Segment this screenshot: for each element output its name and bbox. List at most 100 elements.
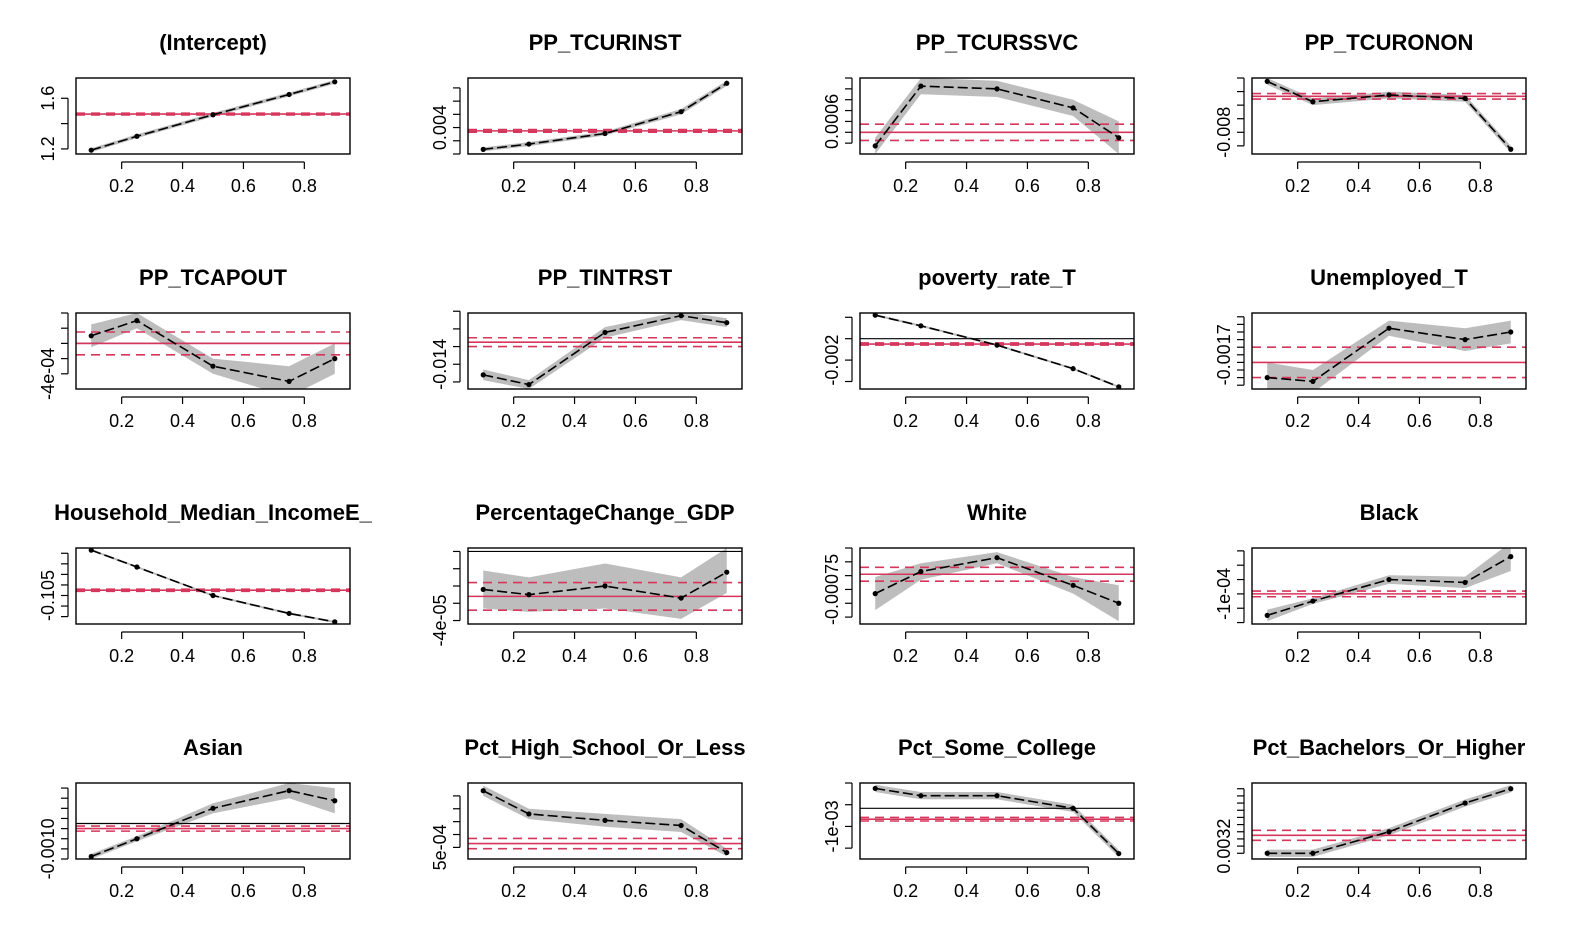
confidence-band [875,784,1119,858]
coefficient-line [483,571,728,599]
x-tick-label: 0.4 [954,881,979,901]
plot-area [468,548,742,619]
y-axis: -0.002 [822,316,853,386]
x-tick-label: 0.8 [1468,881,1493,901]
confidence-band [1267,78,1511,153]
x-tick-label: 0.2 [893,411,918,431]
coefficient-point [88,548,94,553]
x-tick-label: 0.8 [1468,176,1493,196]
plot-area [860,313,1134,389]
x-axis: 0.2 0.4 0.6 0.8 [1285,396,1493,431]
plot-frame [1251,312,1527,390]
coefficient-point [1462,95,1468,101]
coefficient-point [480,146,486,152]
y-axis: -4e-04 [38,312,69,400]
x-tick-label: 0.6 [1407,176,1432,196]
x-tick-label: 0.8 [1468,411,1493,431]
panel-title: Household_Median_IncomeE_ [54,500,373,525]
y-tick-label: 5e-04 [430,824,450,870]
coefficient-point [724,80,730,86]
coefficient-point [1386,325,1392,331]
coefficient-point [918,568,924,575]
y-tick-label: -0.014 [430,339,450,390]
coefficient-point [88,853,94,859]
coefficient-point [526,141,532,147]
x-tick-label: 0.6 [231,881,256,901]
y-tick-label: -1e-04 [1214,568,1234,620]
x-tick-label: 0.4 [954,411,979,431]
panel-black: Black 0.2 0.4 0.6 0.8 -1e-04 [1214,500,1527,666]
plot-area [1252,320,1526,389]
coefficient-point [1386,92,1392,98]
coefficient-point [1116,600,1122,606]
x-tick-label: 0.8 [292,176,317,196]
y-axis: 1.2 1.6 [38,86,69,161]
coefficient-point [602,329,608,336]
coefficient-point [1310,598,1316,604]
coefficient-point [1116,850,1122,857]
x-tick-label: 0.8 [292,881,317,901]
coefficient-point [918,323,924,329]
coefficient-point [678,313,684,319]
panel-title: PP_TCURINST [529,30,682,55]
coefficient-point [872,313,878,318]
panel-title: PercentageChange_GDP [475,500,734,525]
x-tick-label: 0.8 [1076,176,1101,196]
panel-title: Unemployed_T [1310,265,1468,290]
x-tick-label: 0.4 [562,176,587,196]
plot-frame [467,547,743,625]
coefficient-point [994,86,1000,92]
coefficient-point [286,378,292,384]
x-tick-label: 0.2 [109,176,134,196]
coefficient-point [1508,786,1514,792]
x-tick-label: 0.2 [109,646,134,666]
coefficient-point [134,318,140,324]
coefficient-point [286,788,292,794]
y-tick-label: 0.0006 [822,94,842,149]
coefficient-point [724,569,730,575]
x-tick-label: 0.4 [170,646,195,666]
coefficient-line [483,314,727,386]
x-tick-label: 0.6 [623,881,648,901]
y-tick-label: -4e-05 [430,595,450,647]
x-tick-label: 0.4 [170,411,195,431]
confidence-band [91,549,335,623]
x-tick-label: 0.6 [1015,176,1040,196]
coefficient-point [210,363,216,369]
coefficient-point [134,133,140,139]
coefficient-point [526,811,532,817]
coefficient-point [134,836,140,842]
confidence-band [1267,320,1511,389]
plot-area [860,78,1134,154]
plot-frame [1251,547,1527,625]
panel-title: Asian [183,735,243,760]
coefficient-point [332,798,338,804]
x-tick-label: 0.4 [562,646,587,666]
x-tick-label: 0.2 [1285,176,1310,196]
panel-pp-tcurinst: PP_TCURINST 0.2 0.4 0.6 0.8 0.004 [430,30,743,196]
coefficient-point [332,356,338,362]
coefficient-point [1508,554,1514,560]
y-axis: -0.008 [1214,77,1245,158]
plot-area [76,548,350,624]
x-tick-label: 0.2 [501,411,526,431]
x-tick-label: 0.6 [1407,881,1432,901]
y-axis: -1e-04 [1214,550,1245,624]
panel-pct-bachelors-or-higher: Pct_Bachelors_Or_Higher 0.2 0.4 0.6 0.8 0.003… [1214,735,1527,901]
x-tick-label: 0.6 [623,176,648,196]
plot-area [76,783,350,859]
x-axis: 0.2 0.4 0.6 0.8 [109,631,317,666]
plot-frame [467,782,743,860]
coefficient-point [994,342,1000,348]
coefficient-point [602,583,608,589]
confidence-band [1267,548,1511,622]
coefficient-point [678,822,684,829]
coefficient-point [602,130,608,137]
plot-frame [75,547,351,625]
coefficient-point [286,91,292,98]
coefficient-point [918,83,924,89]
x-axis: 0.2 0.4 0.6 0.8 [1285,866,1493,901]
x-tick-label: 0.8 [1468,646,1493,666]
x-tick-label: 0.8 [1076,646,1101,666]
